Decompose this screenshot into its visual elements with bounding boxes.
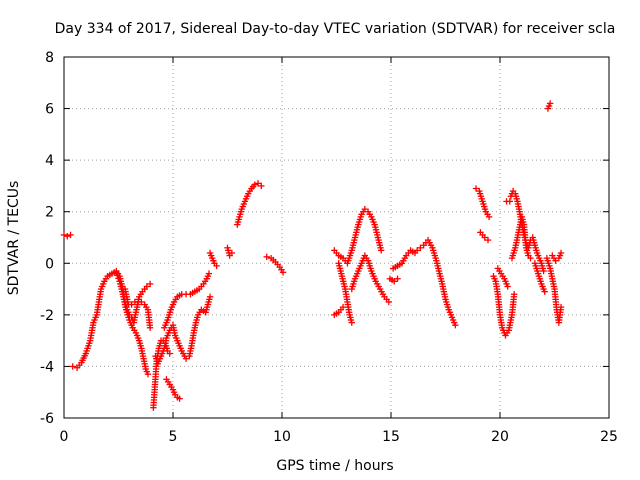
- data-point: [510, 291, 518, 298]
- y-tick-label: -4: [40, 359, 54, 375]
- data-point: [279, 269, 287, 276]
- x-axis-label: GPS time / hours: [276, 458, 393, 474]
- y-tick-label: -6: [40, 411, 54, 427]
- data-point: [258, 182, 265, 190]
- y-tick-label: 4: [45, 153, 54, 169]
- data-point: [254, 180, 262, 187]
- y-tick-label: 8: [45, 50, 54, 66]
- data-point: [114, 272, 121, 279]
- data-point: [228, 249, 236, 257]
- x-tick-label: 15: [382, 429, 400, 445]
- data-point: [176, 395, 183, 402]
- data-point: [182, 355, 190, 362]
- data-point: [206, 293, 214, 301]
- data-point: [504, 283, 511, 290]
- data-point: [391, 278, 398, 285]
- data-point: [64, 233, 71, 240]
- data-point: [541, 288, 548, 295]
- data-point: [377, 247, 385, 254]
- data-point: [484, 236, 492, 244]
- y-tick-label: 2: [45, 205, 54, 221]
- data-point: [263, 253, 270, 261]
- chart-title: Day 334 of 2017, Sidereal Day-to-day VTE…: [55, 21, 616, 37]
- data-point: [146, 280, 154, 288]
- data-point: [506, 198, 514, 205]
- data-point: [251, 181, 258, 188]
- tick-labels: 0 5 10 15 20 25 -6 -4 -2 0 2 4 6 8: [40, 50, 618, 445]
- data-point: [413, 247, 421, 254]
- y-tick-label: 6: [45, 102, 54, 118]
- y-axis-label: SDTVAR / TECUs: [6, 181, 22, 296]
- data-point: [361, 205, 369, 213]
- data-point: [394, 275, 401, 282]
- x-tick-label: 10: [273, 429, 291, 445]
- y-tick-label: -2: [40, 308, 54, 324]
- x-tick-label: 5: [169, 429, 178, 445]
- data-point: [540, 267, 547, 275]
- data-point: [485, 213, 493, 221]
- y-tick-label: 0: [45, 256, 54, 272]
- data-point: [144, 370, 152, 378]
- data-point: [166, 350, 173, 357]
- data-point: [60, 231, 68, 239]
- x-tick-label: 20: [491, 429, 509, 445]
- data-points: [60, 100, 565, 411]
- data-point: [546, 100, 554, 107]
- data-point: [115, 275, 122, 282]
- data-point: [138, 298, 145, 306]
- data-point: [213, 262, 220, 270]
- data-point: [527, 254, 534, 262]
- x-tick-label: 0: [60, 429, 69, 445]
- data-point: [472, 185, 480, 192]
- data-point: [348, 319, 355, 326]
- data-point: [557, 249, 565, 257]
- data-point: [552, 257, 559, 264]
- data-point: [452, 321, 459, 329]
- data-point: [205, 270, 213, 277]
- data-point: [113, 269, 120, 276]
- data-point: [67, 231, 74, 239]
- data-point: [557, 303, 565, 311]
- data-point: [481, 234, 488, 241]
- data-point: [69, 363, 76, 370]
- data-point: [417, 244, 424, 252]
- x-tick-label: 25: [600, 429, 618, 445]
- data-point: [385, 298, 393, 306]
- data-point: [146, 324, 154, 331]
- data-point: [128, 301, 135, 308]
- data-point: [143, 283, 151, 290]
